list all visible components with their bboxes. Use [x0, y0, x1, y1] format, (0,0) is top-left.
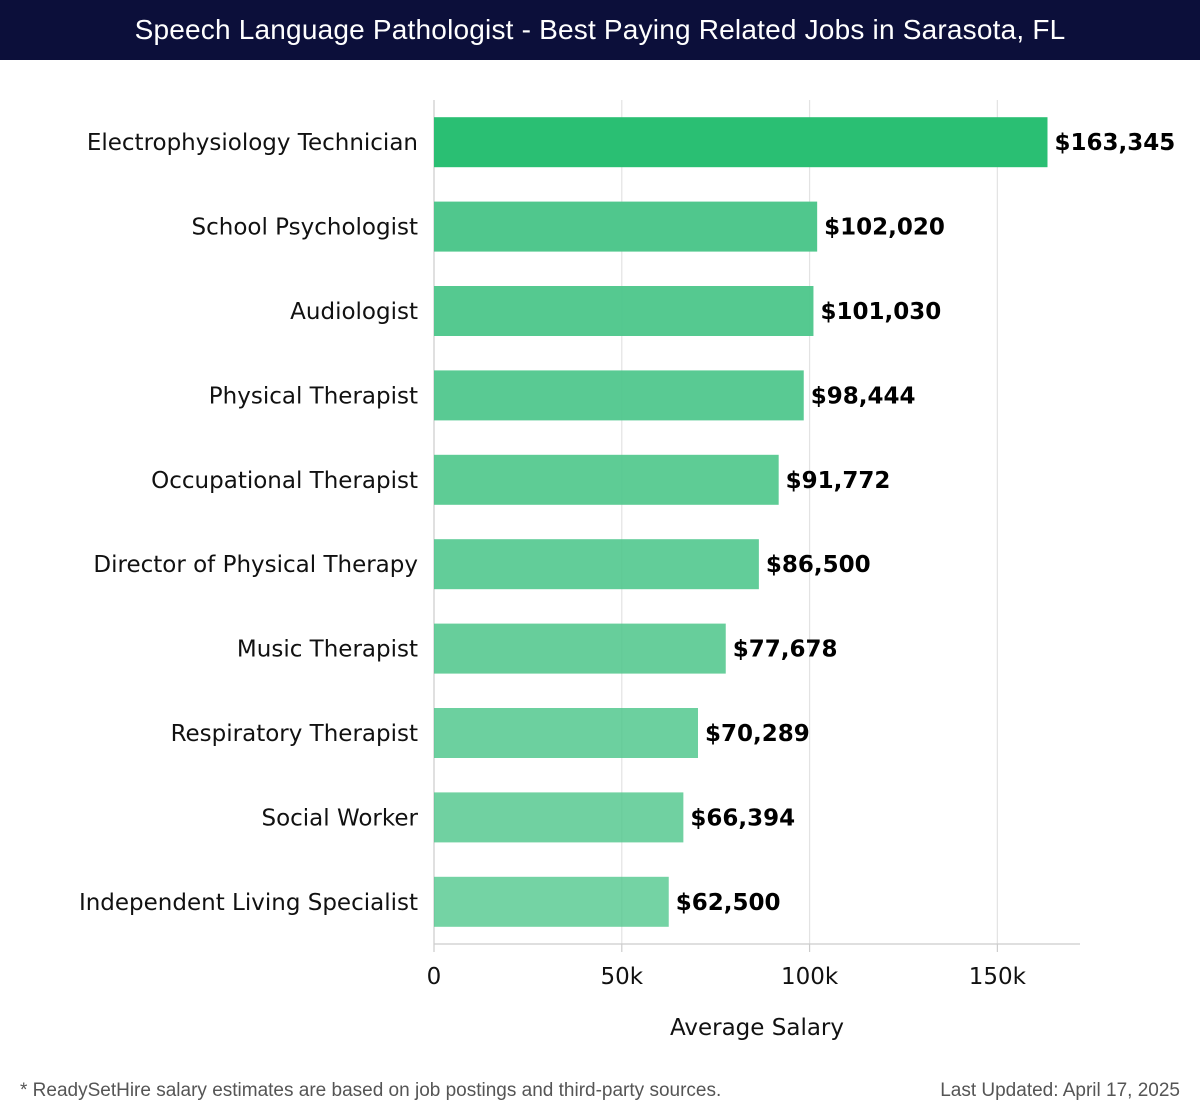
chart-title-bar: Speech Language Pathologist - Best Payin…	[0, 0, 1200, 60]
category-label: School Psychologist	[192, 215, 418, 241]
category-label: Director of Physical Therapy	[93, 552, 418, 578]
salary-bar-chart: 0 50k 100k 150k Electrophysiology Technicia…	[79, 100, 1175, 1041]
value-label: $86,500	[766, 552, 871, 578]
bar	[434, 286, 814, 336]
category-label: Independent Living Specialist	[79, 890, 418, 916]
bar	[434, 876, 669, 927]
value-label: $98,444	[811, 383, 916, 409]
category-label: Social Worker	[261, 805, 418, 831]
x-tick-label: 100k	[781, 964, 839, 990]
bar	[434, 792, 684, 843]
category-label: Electrophysiology Technician	[87, 130, 418, 156]
category-label: Music Therapist	[237, 637, 418, 663]
value-label: $101,030	[820, 299, 941, 325]
value-label: $66,394	[690, 805, 795, 831]
bar	[434, 539, 759, 590]
value-label: $70,289	[705, 721, 810, 747]
labels: Electrophysiology Technician $163,345 Scho…	[79, 130, 1175, 916]
value-label: $102,020	[824, 215, 945, 241]
footnote: * ReadySetHire salary estimates are base…	[20, 1080, 722, 1101]
category-label: Physical Therapist	[209, 383, 418, 409]
category-label: Audiologist	[290, 299, 418, 325]
bar	[434, 370, 804, 421]
value-label: $62,500	[676, 890, 781, 916]
x-tick-label: 50k	[600, 964, 643, 990]
value-label: $77,678	[733, 637, 838, 663]
x-tick-label: 0	[427, 964, 442, 990]
x-axis: 0 50k 100k 150k	[427, 943, 1080, 990]
category-label: Occupational Therapist	[151, 468, 418, 494]
chart-title: Speech Language Pathologist - Best Payin…	[134, 14, 1066, 45]
x-tick-label: 150k	[969, 964, 1027, 990]
bar	[434, 117, 1048, 168]
category-label: Respiratory Therapist	[171, 721, 418, 747]
last-updated: Last Updated: April 17, 2025	[940, 1080, 1180, 1101]
bar	[434, 623, 726, 674]
bar	[434, 454, 779, 505]
bars	[434, 117, 1048, 927]
value-label: $91,772	[786, 468, 891, 494]
x-axis-label: Average Salary	[670, 1015, 844, 1041]
value-label: $163,345	[1054, 130, 1175, 156]
bar	[434, 201, 818, 252]
bar	[434, 708, 698, 758]
